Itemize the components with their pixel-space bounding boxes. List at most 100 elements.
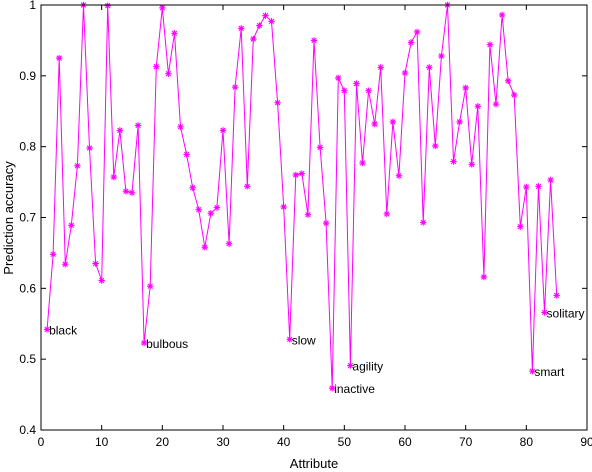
plot-frame — [40, 4, 588, 431]
data-point — [329, 385, 336, 392]
data-point — [450, 158, 457, 165]
x-tick-label: 0 — [38, 435, 45, 449]
x-tick-label: 80 — [520, 435, 534, 449]
data-point — [86, 144, 93, 152]
data-point — [535, 183, 542, 190]
annotation-label: smart — [534, 365, 565, 379]
data-point — [310, 37, 318, 44]
data-point — [134, 122, 142, 129]
data-point — [286, 336, 293, 343]
y-tick-label: 0.5 — [19, 352, 36, 366]
data-point — [547, 176, 554, 184]
data-point — [128, 189, 136, 196]
data-point — [298, 170, 306, 177]
data-point — [383, 210, 390, 218]
data-point — [116, 127, 124, 134]
data-point — [92, 260, 99, 267]
data-point — [147, 283, 154, 290]
annotation-label: bulbous — [146, 337, 188, 351]
data-point — [413, 28, 421, 36]
data-point — [553, 292, 560, 299]
data-point — [541, 309, 548, 316]
data-point — [49, 251, 57, 258]
y-tick-label: 1 — [29, 0, 36, 12]
data-point — [280, 203, 287, 211]
annotations: black bulbous slow inactive agility smart soli… — [49, 306, 584, 396]
data-point — [517, 223, 524, 230]
axis-ticks: 0 10 20 30 40 50 60 70 80 90 0.4 0.5 0.6 0.7 0.8 0.9 1 — [19, 0, 592, 449]
data-point — [474, 103, 481, 110]
data-point — [322, 219, 330, 227]
data-point — [159, 4, 166, 12]
data-point — [207, 210, 215, 217]
data-point — [213, 204, 221, 211]
y-tick-label: 0.9 — [19, 69, 36, 83]
data-point — [238, 25, 245, 32]
data-point — [462, 84, 469, 92]
data-point — [365, 87, 372, 94]
data-point — [456, 118, 463, 126]
data-point — [359, 159, 366, 167]
data-point — [244, 183, 251, 190]
annotation-label: black — [49, 323, 78, 337]
data-point — [511, 91, 518, 99]
data-point — [486, 41, 494, 48]
data-point — [98, 277, 105, 284]
data-point — [498, 11, 506, 19]
data-point — [110, 173, 117, 181]
data-point — [195, 206, 202, 213]
data-point — [389, 118, 397, 126]
data-point — [523, 183, 530, 191]
x-tick-label: 10 — [95, 435, 109, 449]
data-point — [468, 161, 475, 168]
data-point — [140, 339, 148, 347]
data-point — [292, 171, 299, 179]
data-point — [371, 120, 378, 128]
data-point — [347, 362, 354, 369]
x-tick-label: 60 — [398, 435, 412, 449]
data-point — [153, 63, 160, 70]
y-tick-label: 0.7 — [19, 211, 36, 225]
data-point — [316, 144, 324, 151]
data-point — [201, 244, 208, 251]
data-point — [504, 77, 512, 84]
data-point — [183, 151, 190, 158]
data-point — [335, 74, 342, 82]
x-tick-label: 70 — [459, 435, 473, 449]
data-point — [304, 211, 312, 218]
data-point — [177, 123, 184, 131]
x-tick-label: 90 — [580, 435, 592, 449]
data-point — [43, 326, 51, 333]
y-tick-label: 0.8 — [19, 140, 36, 154]
data-point — [377, 64, 384, 71]
data-point — [480, 273, 488, 281]
data-point — [492, 100, 500, 108]
x-tick-label: 40 — [277, 435, 291, 449]
data-point — [62, 261, 69, 268]
data-point — [341, 87, 348, 94]
data-point — [256, 22, 263, 29]
x-axis-label: Attribute — [290, 456, 338, 471]
data-point — [529, 368, 536, 375]
data-point — [250, 35, 257, 43]
y-tick-label: 0.4 — [19, 423, 36, 437]
data-point — [438, 52, 445, 60]
annotation-label: slow — [292, 333, 316, 347]
data-point — [74, 162, 81, 169]
data-point — [420, 219, 427, 226]
x-tick-label: 20 — [156, 435, 170, 449]
data-point — [165, 70, 172, 77]
data-point — [401, 69, 409, 77]
data-point — [231, 83, 239, 91]
data-point — [189, 184, 196, 191]
data-point — [395, 172, 403, 179]
data-point — [122, 188, 130, 195]
data-point — [432, 142, 439, 150]
series-markers — [43, 1, 560, 392]
x-tick-label: 50 — [338, 435, 352, 449]
annotation-label: solitary — [547, 306, 585, 320]
data-point — [407, 39, 415, 46]
data-point — [353, 80, 360, 87]
x-tick-label: 30 — [216, 435, 230, 449]
